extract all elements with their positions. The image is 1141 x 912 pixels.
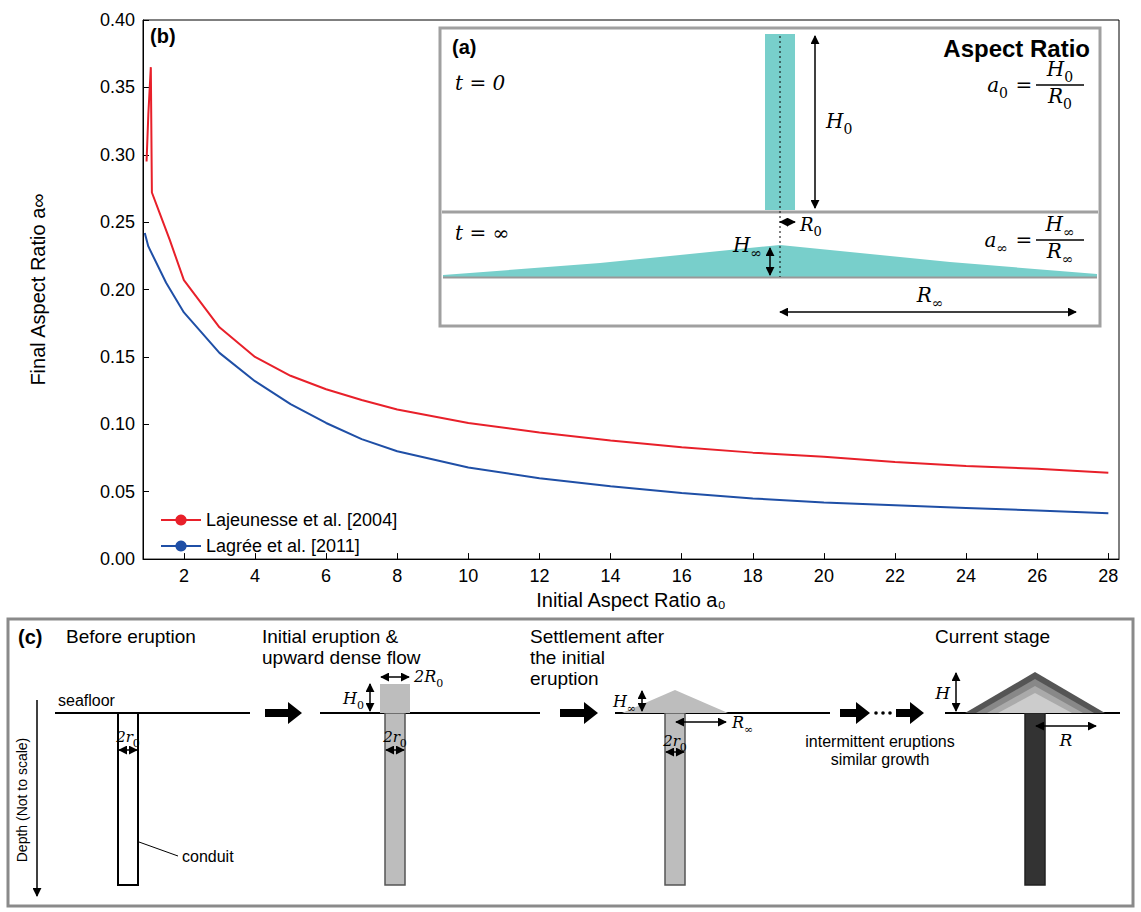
svg-text:0.00: 0.00 (100, 549, 135, 569)
svg-text:t = ∞: t = ∞ (455, 221, 509, 245)
svg-text:2: 2 (179, 566, 189, 586)
svg-text:(b): (b) (150, 25, 176, 47)
svg-text:R∞: R∞ (731, 713, 753, 736)
svg-text:H∞: H∞ (612, 692, 636, 715)
svg-text:R0: R0 (799, 214, 822, 239)
svg-text:H0: H0 (825, 109, 852, 137)
svg-text:H∞: H∞ (732, 233, 762, 261)
svg-text:=: = (1016, 73, 1033, 97)
svg-text:0.35: 0.35 (100, 77, 135, 97)
svg-text:(c): (c) (18, 626, 42, 648)
svg-text:4: 4 (250, 566, 260, 586)
svg-text:conduit: conduit (182, 848, 234, 865)
svg-text:2r0: 2r0 (662, 732, 687, 754)
svg-text:Before eruption: Before eruption (66, 626, 196, 647)
svg-text:Initial eruption &upward dense: Initial eruption &upward dense flow (262, 626, 421, 668)
svg-text:Aspect Ratio: Aspect Ratio (943, 35, 1090, 62)
svg-text:H∞: H∞ (1044, 212, 1074, 240)
svg-text:10: 10 (458, 566, 478, 586)
svg-text:8: 8 (392, 566, 402, 586)
svg-text:Depth (Not to scale): Depth (Not to scale) (14, 738, 30, 863)
svg-text:0.40: 0.40 (100, 10, 135, 30)
svg-text:22: 22 (885, 566, 905, 586)
svg-text:a∞: a∞ (984, 228, 1008, 256)
svg-text:14: 14 (601, 566, 621, 586)
svg-text:Settlement afterthe initialeru: Settlement afterthe initialeruption (530, 626, 665, 689)
svg-text:H0: H0 (1046, 57, 1073, 85)
svg-text:0.15: 0.15 (100, 347, 135, 367)
svg-text:0.25: 0.25 (100, 212, 135, 232)
svg-text:20: 20 (814, 566, 834, 586)
svg-text:Final Aspect Ratio a∞: Final Aspect Ratio a∞ (27, 193, 49, 385)
svg-text:intermittent eruptionssimilar: intermittent eruptionssimilar growth (805, 733, 954, 768)
svg-text:2r0: 2r0 (382, 728, 407, 750)
svg-text:t = 0: t = 0 (455, 71, 506, 95)
svg-text:18: 18 (743, 566, 763, 586)
svg-text:=: = (1016, 228, 1033, 252)
svg-text:(a): (a) (452, 36, 476, 58)
svg-text:Lagrée et al. [2011]: Lagrée et al. [2011] (206, 536, 360, 556)
svg-text:R∞: R∞ (1046, 239, 1074, 267)
svg-text:2r0: 2r0 (115, 728, 140, 750)
svg-text:0.10: 0.10 (100, 414, 135, 434)
svg-text:0.20: 0.20 (100, 280, 135, 300)
svg-text:2R0: 2R0 (413, 667, 443, 690)
svg-text:seafloor: seafloor (58, 692, 116, 709)
svg-text:0.30: 0.30 (100, 145, 135, 165)
svg-text:Current stage: Current stage (935, 626, 1050, 647)
svg-text:H: H (934, 683, 951, 703)
svg-text:R∞: R∞ (916, 283, 944, 311)
svg-text:24: 24 (956, 566, 976, 586)
svg-text:R: R (1059, 730, 1073, 750)
svg-text:28: 28 (1098, 566, 1118, 586)
svg-text:26: 26 (1027, 566, 1047, 586)
svg-text:16: 16 (672, 566, 692, 586)
svg-text:12: 12 (529, 566, 549, 586)
svg-text:R0: R0 (1047, 84, 1072, 112)
svg-text:H0: H0 (342, 689, 364, 712)
svg-text:a0: a0 (987, 73, 1008, 101)
svg-text:Lajeunesse et al. [2004]: Lajeunesse et al. [2004] (206, 510, 397, 530)
svg-text:Initial Aspect Ratio a₀: Initial Aspect Ratio a₀ (536, 589, 726, 611)
svg-text:0.05: 0.05 (100, 482, 135, 502)
svg-text:6: 6 (321, 566, 331, 586)
